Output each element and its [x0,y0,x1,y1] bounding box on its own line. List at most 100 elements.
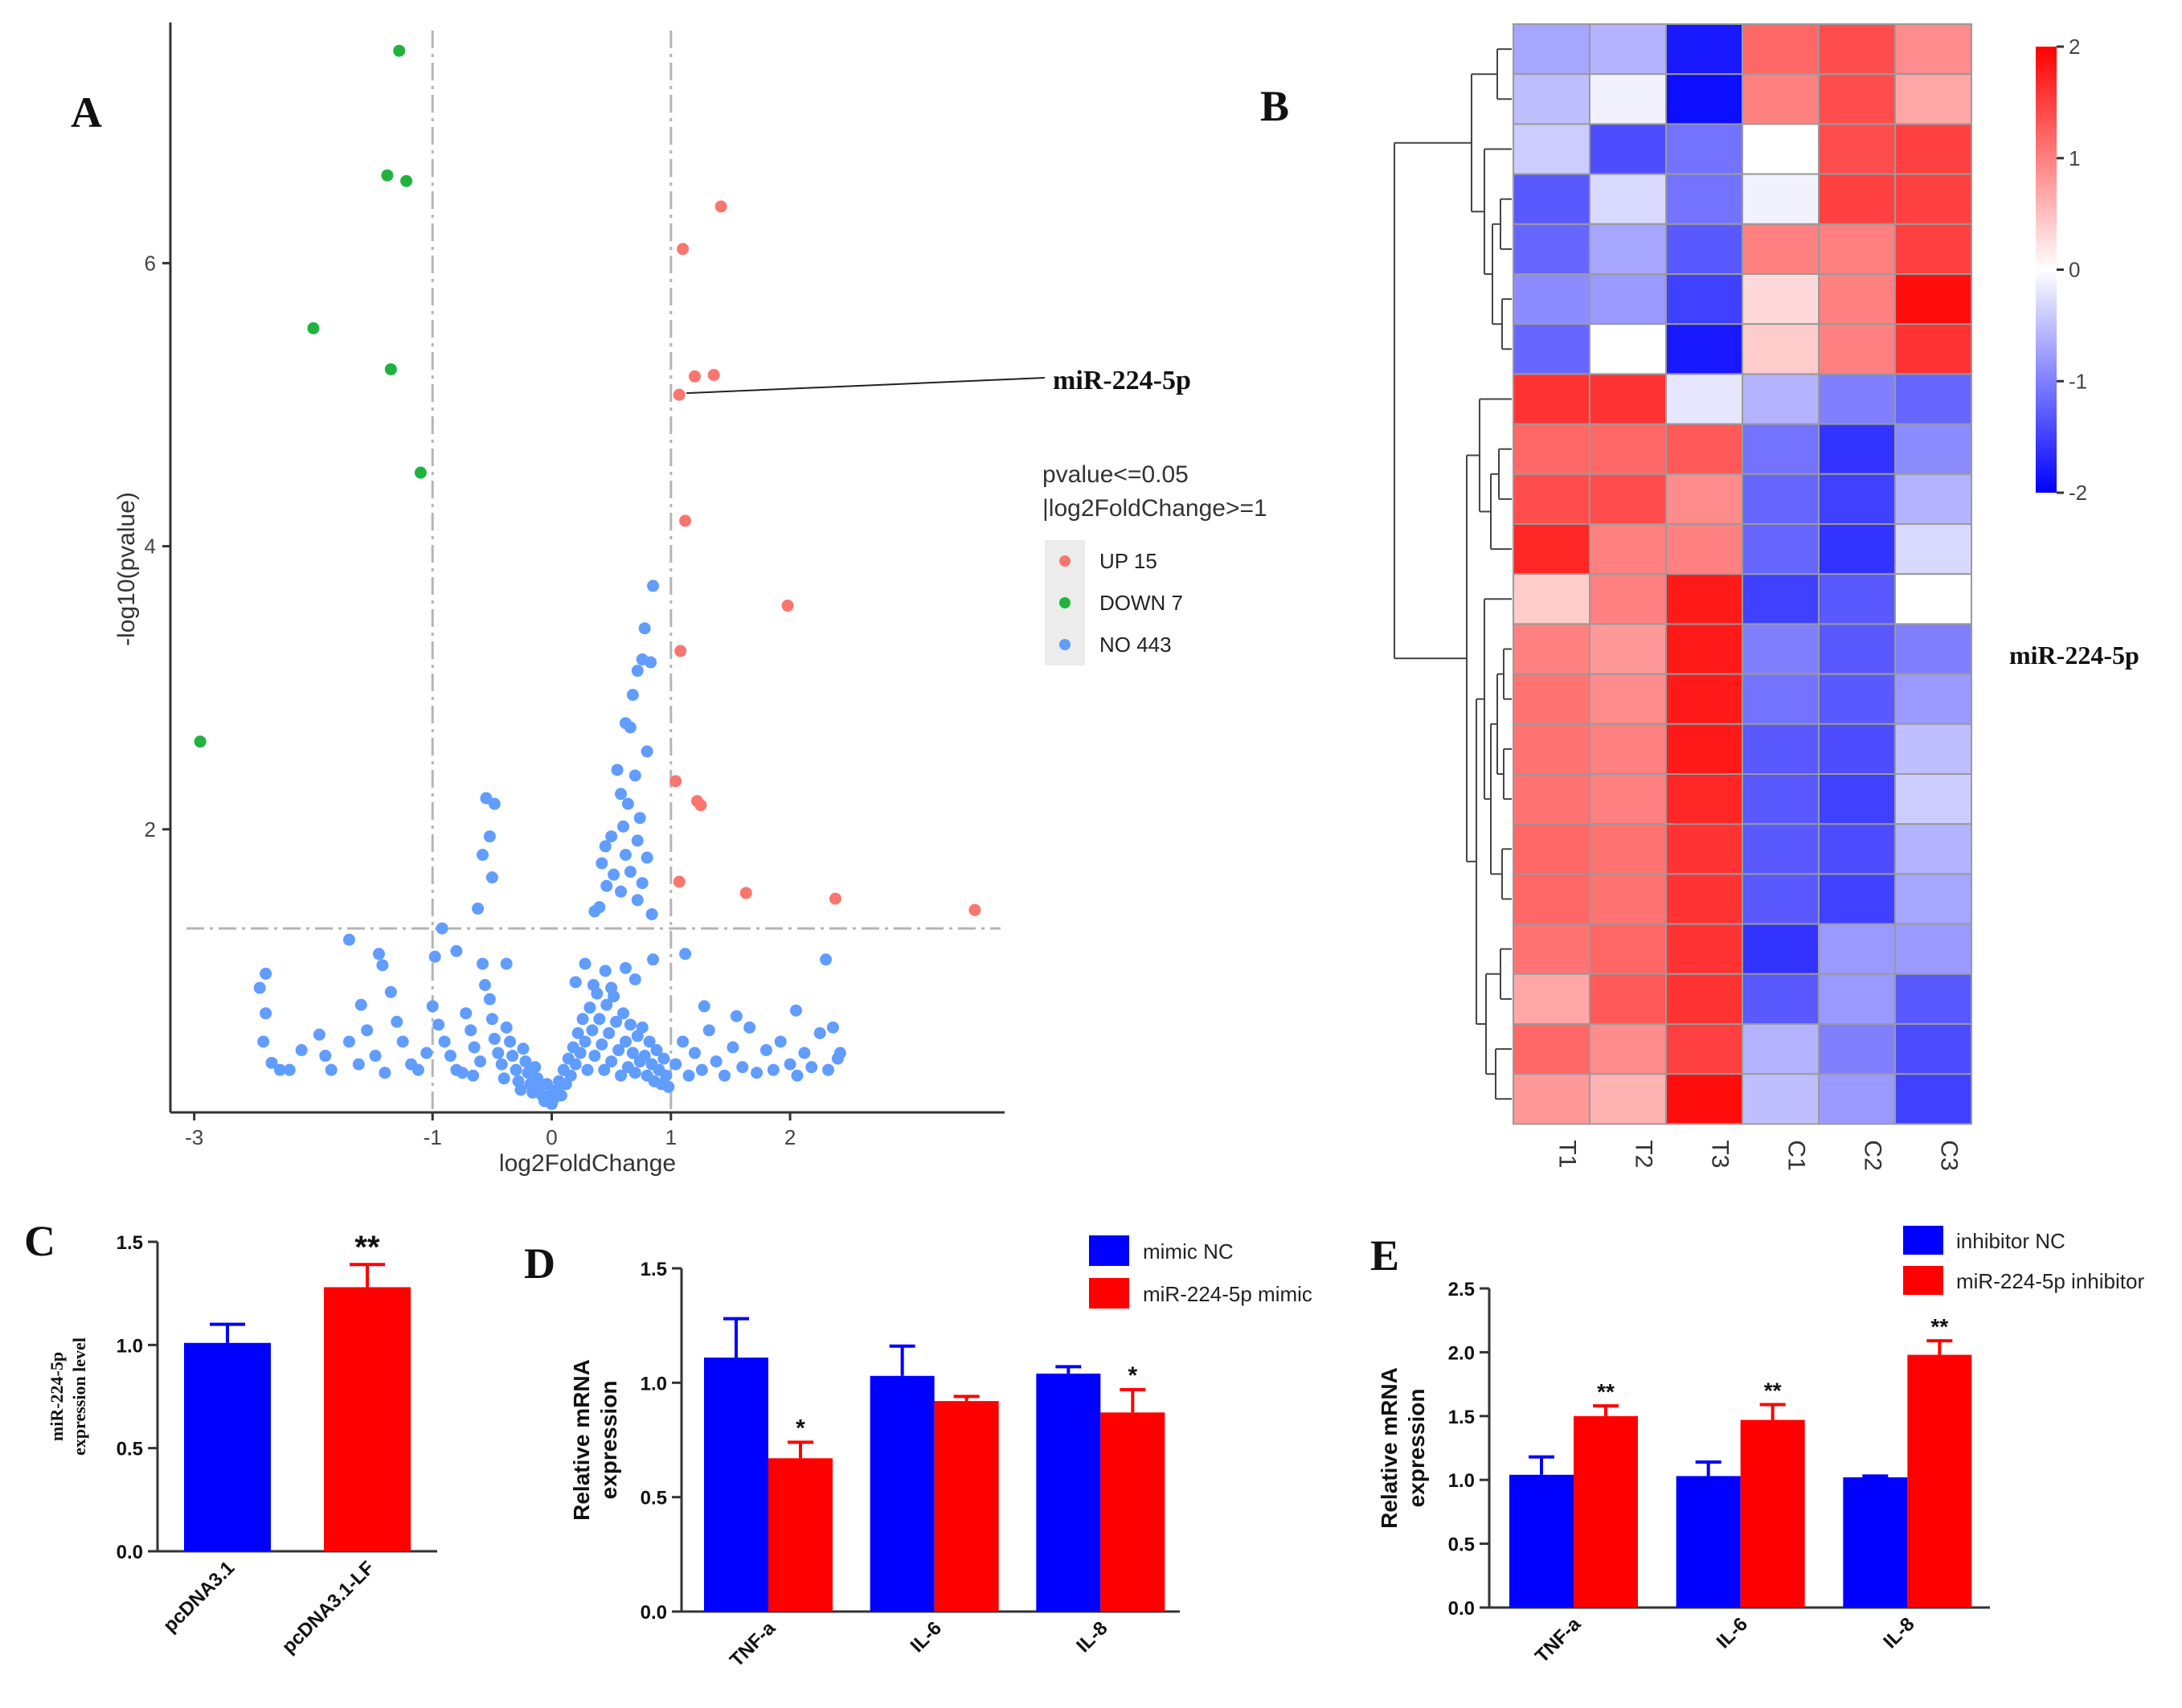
heatmap-cell [1589,473,1667,525]
volcano-point-no [428,950,441,963]
volcano-x-tick-label: -3 [185,1125,203,1149]
heatmap-cell [1742,723,1820,775]
volcano-x-ticks: -3 -1 0 1 2 [185,1112,796,1149]
volcano-point-no [820,953,833,966]
volcano-point-no [628,769,641,782]
barE-significance: ** [1930,1314,1948,1339]
heatmap-cell [1665,473,1743,525]
legend-d-swatch-mimic [1089,1278,1129,1309]
legend-label-no: NO 443 [1099,633,1172,657]
volcano-point-no [784,1058,796,1071]
barD-y-tick-label: 0.5 [641,1488,667,1509]
volcano-point-no [396,1035,409,1048]
volcano-point-no [643,1035,656,1048]
barE-bar [1843,1477,1908,1608]
legend-key-down [1059,597,1071,608]
volcano-point-up [688,370,701,383]
volcano-point-no [682,1069,695,1082]
panel-letter-e: E [1370,1231,1399,1280]
volcano-point-up [679,514,692,527]
heatmap-cell [1818,623,1896,675]
volcano-point-up [707,368,720,381]
barC-bar [184,1342,271,1551]
barD-significance: * [796,1415,805,1441]
volcano-point-no [485,871,498,884]
volcano-point-no [593,1013,606,1026]
volcano-point-no [833,1047,846,1059]
heatmap-cell [1818,423,1896,475]
volcano-point-up [669,775,682,788]
barC-y-axis-title: miR-224-5p [47,1352,67,1441]
barC-y-tick-label: 0.0 [117,1542,143,1563]
barE-bar [1574,1415,1638,1608]
volcano-y-tick-label: 2 [145,817,156,842]
heatmap-cell [1818,473,1896,525]
volcano-point-no [669,1058,682,1071]
heatmap-cell [1513,673,1590,725]
volcano-point-no [621,797,634,810]
heatmap-cell [1513,873,1590,925]
heatmap-cell [1894,73,1972,125]
heatmap-cell [1894,773,1972,825]
volcano-point-no [361,1024,374,1037]
volcano-point-no [616,820,629,833]
heatmap-cell [1742,23,1820,76]
heatmap-cell [1742,323,1820,375]
heatmap-cell [1665,723,1743,775]
volcano-point-no [599,965,612,977]
volcano-point-no [657,1052,670,1065]
heatmap-cell [1742,773,1820,825]
barD-bar [934,1401,999,1612]
volcano-point-no [647,580,660,592]
volcano-point-no [662,1080,675,1093]
heatmap-cell [1513,623,1590,675]
heatmap-column-label: T3 [1707,1140,1734,1168]
heatmap-cell [1665,773,1743,825]
volcano-point-no [679,948,692,960]
volcano-point-no [474,1055,487,1068]
volcano-point-no [497,1072,510,1085]
heatmap-cell [1589,773,1667,825]
legend-e-swatch-nc [1903,1226,1943,1255]
volcano-point-down [393,44,406,57]
volcano-point-no [260,1007,272,1020]
heatmap-cell [1589,623,1667,675]
heatmap-cell [1818,23,1896,76]
heatmap-cell [1589,973,1667,1026]
volcano-point-no [253,981,266,994]
volcano-point-no [743,1021,756,1034]
volcano-point-no [483,830,496,843]
volcano-point-no [444,1050,456,1063]
heatmap-cell [1513,373,1590,425]
heatmap-cell [1589,1023,1667,1075]
heatmap-cell [1742,123,1820,175]
volcano-point-up [714,200,727,213]
volcano-point-no [616,1007,629,1020]
volcano-point-no [319,1050,332,1063]
heatmap-cell [1894,473,1972,525]
volcano-point-no [504,1035,517,1048]
heatmap-cell [1589,723,1667,775]
volcano-point-no [467,1069,480,1082]
heatmap-cell [1742,273,1820,326]
volcano-point-no [805,1061,818,1074]
legend-key-up [1059,555,1071,567]
volcano-point-up [673,875,686,888]
volcano-point-no [751,1067,763,1079]
heatmap-column-labels: T1 T2 T3 C1 C2 C3 [1554,1140,1963,1170]
volcano-point-no [379,1067,391,1079]
heatmap-cell [1742,73,1820,125]
volcano-legend: pvalue<=0.05 |log2FoldChange>=1 UP 15 DO… [1042,461,1267,666]
volcano-point-no [611,764,624,776]
barD-category-label: TNF-a [726,1617,780,1672]
heatmap-cell [1742,373,1820,425]
volcano-point-no [555,1089,567,1102]
bar-chart-d: 0.0 0.5 1.0 1.5 Relative mRNA expression * TNF-… [569,1259,1180,1671]
heatmap-cell [1513,923,1590,975]
heatmap-cell [1665,823,1743,875]
volcano-point-no [600,879,613,892]
heatmap-cell [1742,823,1820,875]
volcano-point-no [541,1078,554,1091]
heatmap-cell [1513,23,1590,76]
heatmap-cell [1894,823,1972,875]
